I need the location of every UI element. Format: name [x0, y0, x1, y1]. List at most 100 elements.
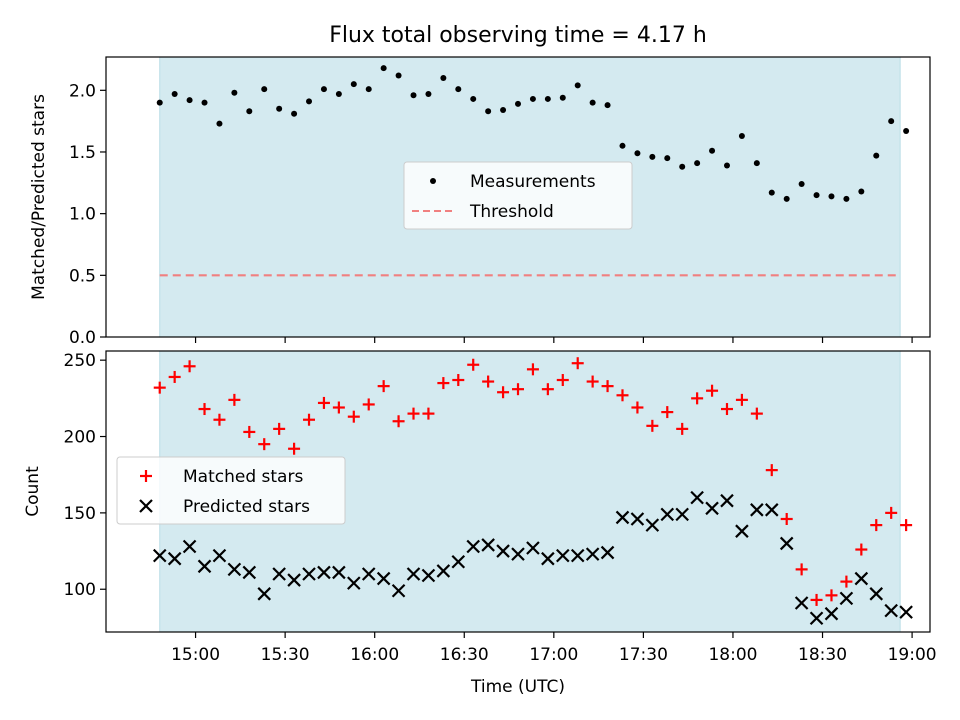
- x-tick-label: 15:00: [171, 645, 220, 665]
- measurement-point: [276, 105, 283, 112]
- legend-plus: [140, 470, 152, 482]
- matched-star-point: [228, 393, 241, 406]
- predicted-star-point: [884, 603, 898, 618]
- predicted-star-point: [735, 524, 749, 538]
- predicted-star-point: [600, 545, 615, 560]
- bottom-legend-box: [116, 456, 346, 525]
- matched-star-point: [720, 403, 733, 416]
- measurement-point: [485, 108, 492, 115]
- matched-star-point: [750, 407, 763, 420]
- predicted-star-point-b: [735, 524, 749, 538]
- matched-star-point: [198, 403, 211, 416]
- predicted-star-point-b: [436, 564, 451, 578]
- measurement-point: [156, 99, 163, 106]
- measurement-point: [798, 181, 805, 188]
- predicted-star-point-b: [794, 596, 809, 610]
- measurement-point: [246, 108, 253, 115]
- measurement-point: [201, 99, 208, 106]
- predicted-star-point-b: [242, 565, 257, 580]
- x-tick-label: 17:00: [529, 645, 578, 665]
- predicted-star-point: [317, 565, 331, 580]
- matched-star-point: [377, 380, 390, 393]
- predicted-star-point: [376, 571, 391, 586]
- measurement-point: [470, 95, 477, 102]
- measurement-point: [500, 107, 507, 114]
- measurement-point: [723, 162, 730, 169]
- predicted-star-point-b: [541, 551, 555, 566]
- legend-predicted-marker: [139, 499, 153, 513]
- predicted-star-point-b: [511, 547, 525, 561]
- matched-star-point: [452, 374, 465, 387]
- predicted-star-point: [197, 559, 212, 574]
- legend-x-b: [139, 499, 153, 513]
- y-tick-label: 1.0: [69, 205, 96, 225]
- predicted-star-point-b: [764, 503, 779, 517]
- matched-star-point: [900, 519, 913, 532]
- matched-star-point: [825, 589, 838, 602]
- predicted-star-point-b: [406, 567, 421, 581]
- measurement-point: [440, 74, 447, 81]
- predicted-star-point: [824, 606, 839, 621]
- predicted-star-point: [272, 567, 286, 581]
- predicted-star-point-b: [451, 554, 466, 569]
- predicted-star-point-b: [600, 545, 615, 560]
- top-legend-box: [403, 161, 633, 230]
- measurement-point: [649, 153, 656, 160]
- top-series: [156, 65, 910, 277]
- matched-star-point: [467, 358, 480, 371]
- predicted-star-point: [227, 562, 242, 577]
- y-tick-label: 0.0: [69, 328, 96, 348]
- measurement-point: [873, 152, 880, 159]
- bottom-panel: 100 150 200 250 15:00 15:30 16:00 16:30 17:00 17:…: [23, 350, 937, 697]
- predicted-star-point: [630, 512, 645, 526]
- predicted-star-point: [481, 538, 495, 552]
- predicted-star-point: [391, 583, 406, 598]
- matched-star-point: [631, 401, 644, 414]
- predicted-star-point-b: [809, 611, 824, 626]
- matched-star-point: [810, 593, 823, 606]
- predicted-star-point-b: [824, 606, 839, 621]
- predicted-star-point-b: [615, 510, 630, 525]
- predicted-star-point-b: [332, 565, 346, 580]
- predicted-star-point: [854, 571, 869, 586]
- predicted-star-point: [361, 567, 376, 581]
- matched-star-point: [273, 422, 286, 435]
- measurement-point: [335, 91, 342, 98]
- matched-star-point: [362, 398, 375, 411]
- measurement-point: [843, 195, 850, 202]
- measurement-point: [425, 91, 432, 98]
- predicted-star-point: [167, 551, 182, 566]
- predicted-star-point-b: [779, 536, 794, 551]
- matched-star-point: [556, 374, 569, 387]
- matched-star-point: [780, 512, 793, 525]
- measurement-point: [186, 97, 193, 104]
- legend-predicted-label: Predicted stars: [183, 497, 310, 517]
- top-legend: Measurements Threshold: [403, 161, 633, 230]
- matched-star-point: [765, 464, 778, 477]
- matched-star-point: [168, 370, 181, 383]
- predicted-star-point-b: [466, 539, 480, 554]
- predicted-star-point-b: [899, 605, 913, 619]
- measurement-point: [291, 110, 298, 117]
- predicted-star-point: [347, 576, 361, 590]
- predicted-star-point: [750, 503, 764, 517]
- bottom-legend: Matched stars Predicted stars: [116, 456, 346, 525]
- predicted-star-point-b: [227, 562, 242, 577]
- matched-star-point: [541, 383, 554, 396]
- y-tick-label: 100: [64, 580, 96, 600]
- predicted-star-point-b: [421, 568, 436, 583]
- y-tick-label: 250: [64, 351, 96, 371]
- predicted-star-point: [511, 547, 525, 561]
- predicted-star-point-b: [690, 490, 704, 505]
- chart-title: Flux total observing time = 4.17 h: [329, 23, 707, 48]
- measurement-point: [231, 89, 238, 96]
- matched-star-point: [258, 438, 271, 451]
- matched-star-point: [332, 401, 345, 414]
- measurement-point: [888, 118, 895, 125]
- top-panel: 0.0 0.5 1.0 1.5 2.0 Flux total observing tim…: [29, 23, 931, 348]
- predicted-star-point: [645, 518, 660, 532]
- predicted-star-point: [705, 501, 719, 516]
- predicted-star-point-b: [869, 587, 884, 601]
- predicted-star-point: [242, 565, 257, 580]
